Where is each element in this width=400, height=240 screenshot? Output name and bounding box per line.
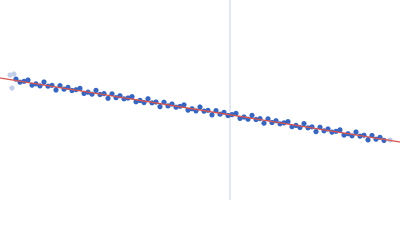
data-point: [25, 77, 31, 83]
data-point: [105, 95, 111, 101]
data-point: [353, 129, 359, 135]
data-point: [197, 104, 203, 110]
data-point: [41, 79, 47, 85]
data-point: [9, 85, 15, 91]
data-point: [93, 87, 99, 93]
data-point: [53, 87, 59, 93]
data-point: [261, 120, 267, 126]
data-point: [157, 104, 163, 110]
data-point: [129, 94, 135, 100]
data-point: [209, 112, 215, 118]
data-point: [337, 127, 343, 133]
page: (() => { const data = JSON.parse(documen…: [0, 0, 400, 200]
data-point: [181, 102, 187, 108]
data-point: [77, 85, 83, 91]
data-point: [313, 129, 319, 135]
data-point: [145, 96, 151, 102]
data-point: [7, 72, 13, 78]
data-point: [285, 119, 291, 125]
data-point: [11, 71, 17, 77]
data-point: [249, 112, 255, 118]
data-point: [365, 137, 371, 143]
chart: [0, 0, 400, 200]
data-point: [301, 121, 307, 127]
fit-line: [0, 77, 400, 143]
data-point: [233, 110, 239, 116]
